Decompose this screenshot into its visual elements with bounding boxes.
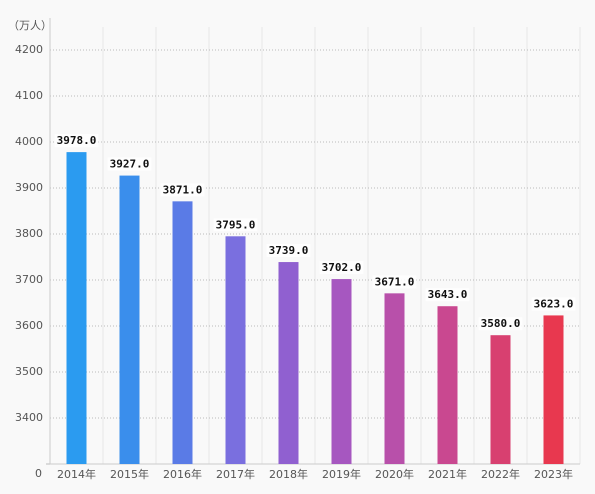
value-label-bg bbox=[107, 157, 152, 171]
value-label-bg bbox=[478, 317, 523, 331]
y-tick-label: 4100 bbox=[15, 89, 43, 102]
x-tick-label: 2014年 bbox=[57, 467, 96, 481]
value-label-bg bbox=[160, 183, 205, 197]
value-label-bg bbox=[266, 244, 311, 258]
value-label: 3927.0 bbox=[110, 158, 150, 171]
y-tick-label: 3900 bbox=[15, 181, 43, 194]
value-label: 3871.0 bbox=[163, 183, 203, 196]
value-label: 3580.0 bbox=[481, 317, 521, 330]
x-tick-label: 2019年 bbox=[322, 467, 361, 481]
y-tick-label: 3400 bbox=[15, 411, 43, 424]
x-tick-label: 2020年 bbox=[375, 467, 414, 481]
y-tick-label: 0 bbox=[35, 467, 42, 480]
value-label-bg bbox=[372, 275, 417, 289]
y-axis-label: （万人） bbox=[8, 19, 52, 32]
y-tick-label: 3800 bbox=[15, 227, 43, 240]
x-tick-label: 2018年 bbox=[269, 467, 308, 481]
bar bbox=[543, 315, 564, 464]
bar bbox=[119, 175, 140, 464]
value-label: 3643.0 bbox=[428, 288, 468, 301]
value-label: 3623.0 bbox=[534, 297, 574, 310]
value-label: 3739.0 bbox=[269, 244, 309, 257]
value-label-bg bbox=[425, 288, 470, 302]
value-label: 3795.0 bbox=[216, 218, 256, 231]
bar bbox=[172, 201, 193, 464]
value-label-bg bbox=[54, 134, 99, 148]
x-tick-label: 2023年 bbox=[534, 467, 573, 481]
value-label-bg bbox=[213, 218, 258, 232]
x-tick-label: 2021年 bbox=[428, 467, 467, 481]
x-tick-label: 2015年 bbox=[110, 467, 149, 481]
bar bbox=[437, 306, 458, 464]
y-tick-label: 4000 bbox=[15, 135, 43, 148]
value-label: 3978.0 bbox=[57, 134, 97, 147]
y-tick-label: 3700 bbox=[15, 273, 43, 286]
bar bbox=[66, 152, 87, 464]
bar bbox=[490, 335, 511, 464]
value-label: 3702.0 bbox=[322, 261, 362, 274]
bar bbox=[331, 279, 352, 464]
x-tick-label: 2017年 bbox=[216, 467, 255, 481]
value-label-bg bbox=[319, 261, 364, 275]
value-label: 3671.0 bbox=[375, 275, 415, 288]
bar bbox=[225, 236, 246, 464]
y-tick-label: 3600 bbox=[15, 319, 43, 332]
bar bbox=[384, 293, 405, 464]
y-tick-label: 3500 bbox=[15, 365, 43, 378]
bar bbox=[278, 262, 299, 464]
value-label-bg bbox=[531, 297, 576, 311]
x-tick-label: 2016年 bbox=[163, 467, 202, 481]
y-tick-label: 4200 bbox=[15, 43, 43, 56]
x-tick-label: 2022年 bbox=[481, 467, 520, 481]
